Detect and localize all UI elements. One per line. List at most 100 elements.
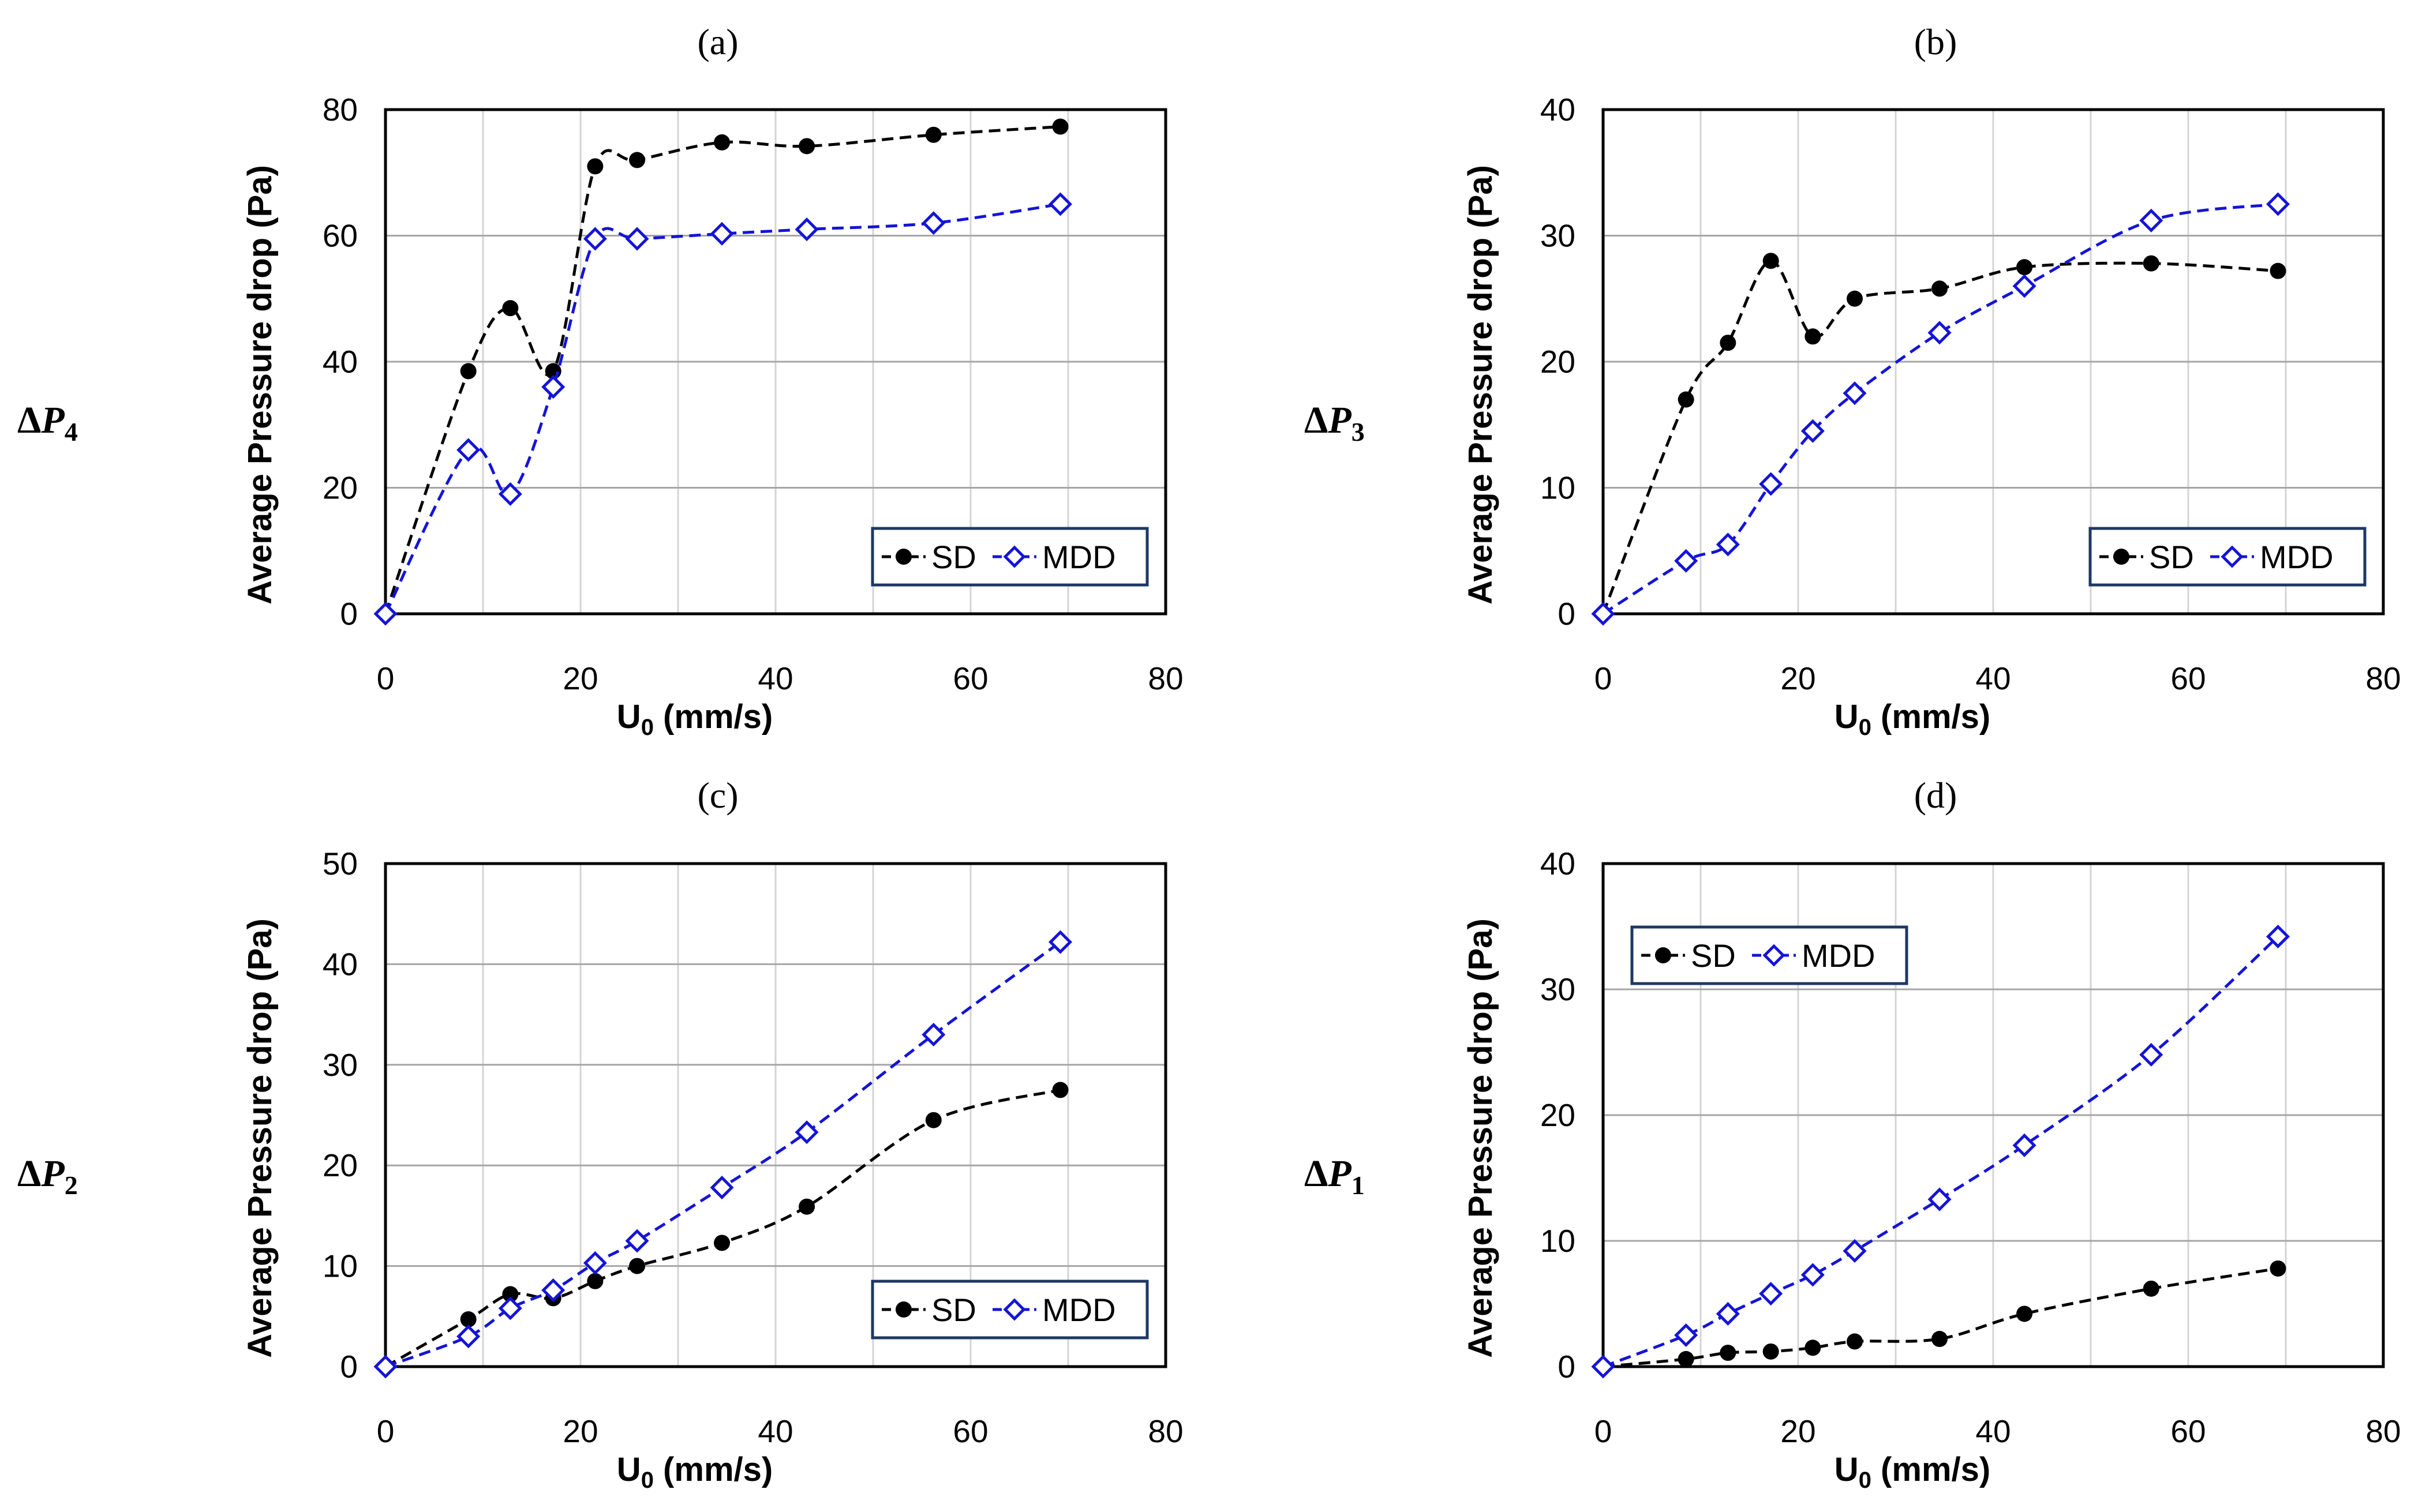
data-point-sd bbox=[1762, 253, 1779, 269]
data-point-sd bbox=[629, 152, 646, 168]
data-point-mdd bbox=[1800, 419, 1825, 443]
delta-subscript: 4 bbox=[65, 417, 78, 447]
series-sd bbox=[377, 1082, 1069, 1375]
y-tick-label: 30 bbox=[1540, 971, 1575, 1007]
data-point-sd bbox=[587, 158, 604, 175]
x-tick-label: 0 bbox=[1594, 661, 1612, 696]
delta-p-label: ΔP2 bbox=[17, 1153, 78, 1200]
legend-label-mdd: MDD bbox=[1802, 937, 1875, 974]
data-point-mdd bbox=[1716, 532, 1740, 557]
data-point-sd bbox=[2143, 1280, 2159, 1297]
data-point-mdd bbox=[541, 375, 566, 399]
data-point-mdd bbox=[795, 1120, 819, 1145]
data-point-sd bbox=[925, 1112, 942, 1128]
delta-p-label: ΔP3 bbox=[1304, 399, 1365, 447]
data-point-sd bbox=[1720, 1345, 1736, 1361]
x-tick-label: 80 bbox=[2365, 1413, 2401, 1449]
data-point-sd bbox=[460, 363, 477, 380]
panel-label: (b) bbox=[1914, 21, 1957, 62]
delta-p-label: ΔP4 bbox=[17, 399, 78, 447]
x-tick-label: 20 bbox=[563, 661, 598, 696]
delta-symbol: Δ bbox=[17, 1153, 41, 1195]
x-axis-title-main: U bbox=[1835, 698, 1859, 736]
data-point-mdd bbox=[498, 1296, 522, 1320]
legend-label-mdd: MDD bbox=[1042, 539, 1116, 575]
data-point-sd bbox=[1720, 335, 1736, 351]
y-axis-title: Average Pressure drop (Pa) bbox=[241, 918, 279, 1358]
data-point-mdd bbox=[1048, 930, 1073, 954]
panel-label: (c) bbox=[697, 775, 738, 816]
data-point-sd bbox=[502, 1286, 519, 1303]
y-tick-label: 10 bbox=[323, 1248, 358, 1284]
data-point-mdd bbox=[2012, 274, 2036, 298]
data-point-mdd bbox=[2139, 208, 2163, 232]
data-point-mdd bbox=[1759, 1282, 1783, 1306]
x-axis-title-sub: 0 bbox=[1859, 715, 1871, 740]
series-mdd bbox=[1591, 192, 2290, 626]
data-point-mdd bbox=[1591, 1355, 1615, 1379]
y-tick-label: 20 bbox=[323, 1147, 358, 1183]
x-axis-title-main: U bbox=[617, 1451, 641, 1488]
legend-marker-sd bbox=[896, 549, 912, 565]
data-point-sd bbox=[502, 300, 519, 317]
data-point-mdd bbox=[710, 1176, 734, 1200]
x-axis-title: U0 (mm/s) bbox=[1835, 1451, 1990, 1493]
x-tick-label: 60 bbox=[2170, 1413, 2206, 1449]
data-point-sd bbox=[2270, 262, 2286, 279]
data-point-mdd bbox=[541, 1278, 566, 1302]
series-mdd bbox=[373, 930, 1073, 1379]
series-line-sd bbox=[384, 1088, 1061, 1368]
x-tick-label: 0 bbox=[377, 1413, 395, 1449]
x-tick-label: 40 bbox=[1975, 1413, 2011, 1449]
data-point-mdd bbox=[583, 1251, 607, 1275]
legend-label-sd: SD bbox=[931, 539, 976, 575]
data-point-sd bbox=[1804, 1340, 1821, 1356]
data-point-sd bbox=[925, 126, 942, 143]
data-point-sd bbox=[1847, 1333, 1863, 1350]
data-point-sd bbox=[1052, 118, 1069, 135]
x-tick-label: 80 bbox=[1148, 661, 1183, 696]
x-tick-label: 20 bbox=[1780, 1413, 1815, 1449]
legend-marker-mdd bbox=[1003, 1298, 1026, 1321]
x-axis-title-sub: 0 bbox=[641, 715, 654, 740]
data-point-sd bbox=[799, 138, 815, 155]
series-mdd bbox=[373, 192, 1073, 626]
data-point-mdd bbox=[456, 1325, 481, 1349]
x-tick-label: 60 bbox=[2170, 661, 2206, 696]
data-point-sd bbox=[1931, 1331, 1948, 1348]
series-line-mdd bbox=[384, 202, 1061, 615]
data-point-sd bbox=[1678, 391, 1694, 408]
data-point-mdd bbox=[498, 482, 522, 506]
x-tick-label: 60 bbox=[953, 1413, 988, 1449]
x-tick-label: 60 bbox=[953, 661, 988, 696]
legend-marker-mdd bbox=[1762, 944, 1785, 967]
y-tick-label: 10 bbox=[1540, 470, 1575, 506]
legend-label-sd: SD bbox=[2149, 539, 2194, 575]
delta-variable: P bbox=[40, 399, 65, 441]
data-point-mdd bbox=[456, 438, 481, 462]
y-tick-label: 80 bbox=[323, 92, 358, 127]
data-point-mdd bbox=[625, 227, 649, 251]
y-tick-label: 40 bbox=[1540, 846, 1575, 881]
data-point-mdd bbox=[1927, 321, 1952, 345]
data-point-sd bbox=[1678, 1350, 1694, 1367]
x-axis-title-units: (mm/s) bbox=[654, 1451, 773, 1488]
data-point-mdd bbox=[1800, 1263, 1825, 1287]
delta-subscript: 2 bbox=[65, 1170, 78, 1200]
x-tick-label: 40 bbox=[758, 1413, 793, 1449]
data-point-sd bbox=[1931, 280, 1948, 297]
y-tick-label: 30 bbox=[1540, 218, 1575, 254]
legend: SD MDD bbox=[2088, 527, 2367, 587]
data-point-mdd bbox=[1927, 1187, 1952, 1211]
series-mdd bbox=[1591, 924, 2290, 1379]
y-tick-label: 0 bbox=[340, 596, 358, 632]
x-axis-title: U0 (mm/s) bbox=[1835, 698, 1990, 740]
x-axis-title-units: (mm/s) bbox=[1871, 1451, 1990, 1488]
x-axis-title-main: U bbox=[617, 698, 641, 736]
data-point-mdd bbox=[1048, 192, 1073, 216]
gridlines bbox=[1603, 864, 2383, 1367]
